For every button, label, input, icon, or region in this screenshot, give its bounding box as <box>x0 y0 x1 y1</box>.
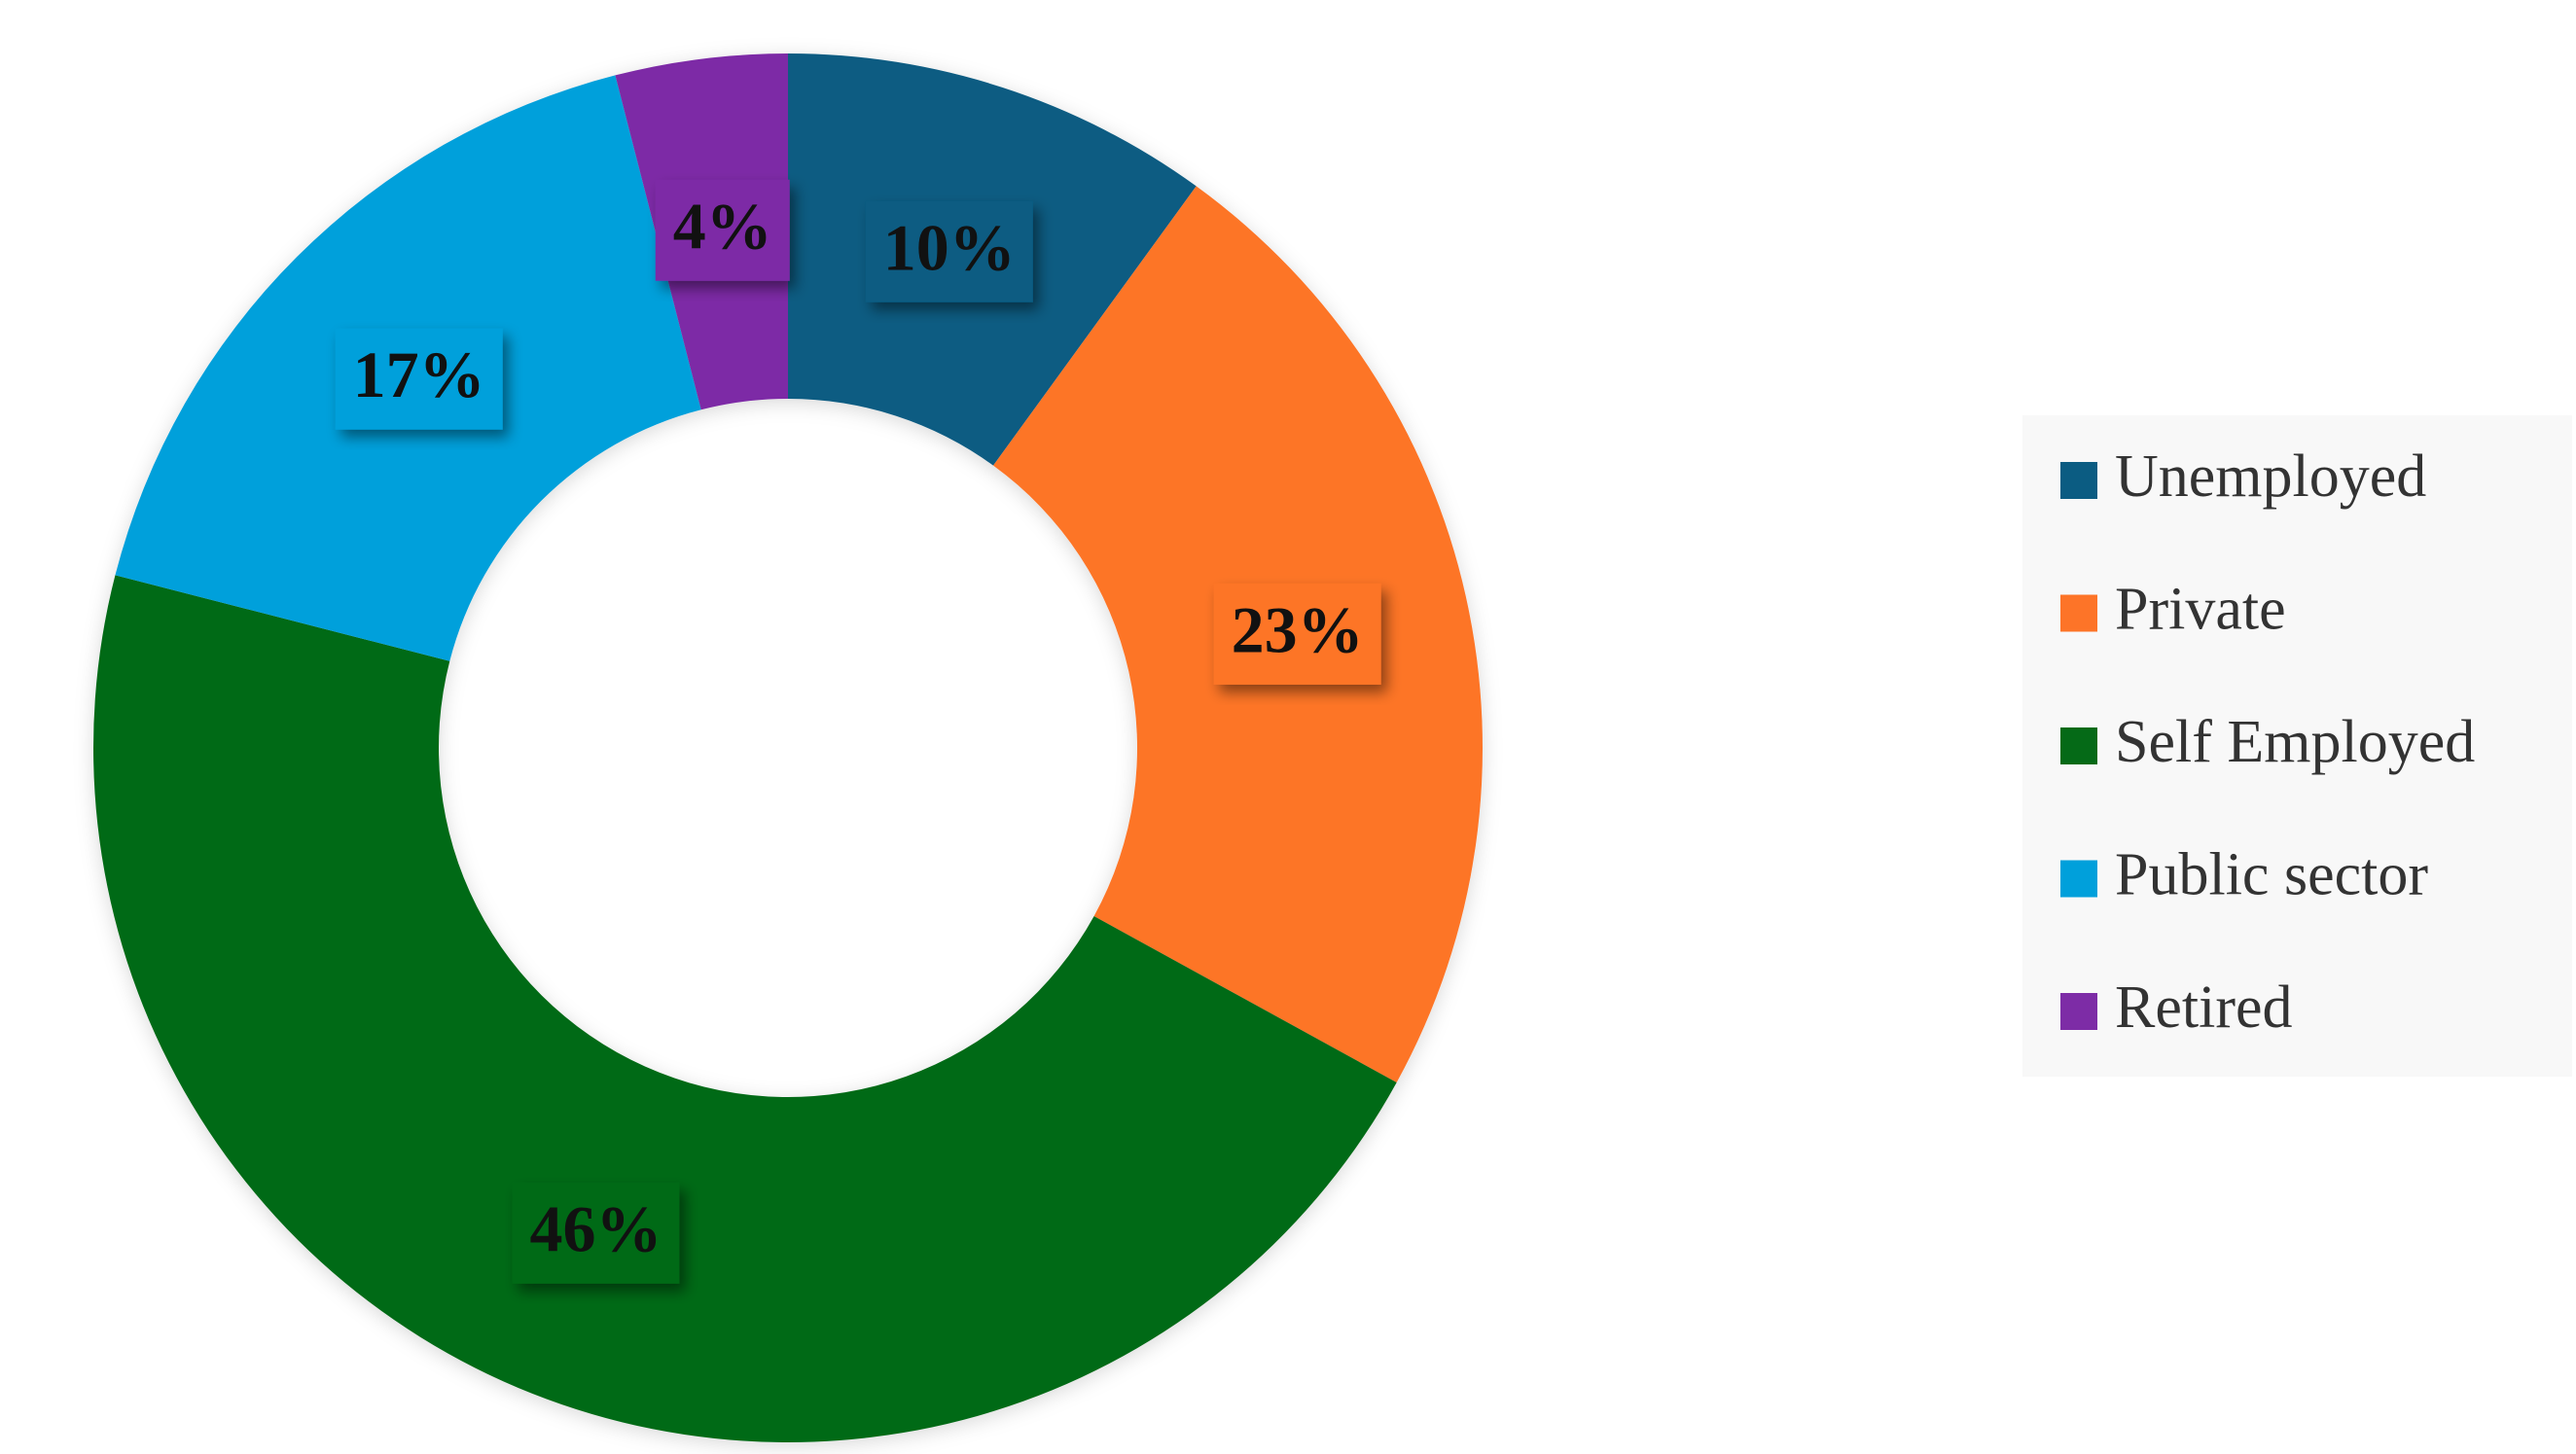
legend-label: Retired <box>2115 975 2293 1041</box>
data-label-text: 17% <box>353 337 485 411</box>
legend-label: Unemployed <box>2115 443 2426 510</box>
legend-swatch <box>2060 860 2097 898</box>
data-label-text: 23% <box>1232 593 1364 667</box>
data-label-text: 46% <box>530 1191 662 1265</box>
donut-segment <box>92 575 1397 1443</box>
legend-label: Private <box>2115 577 2286 643</box>
data-label-box <box>655 179 790 281</box>
data-label: 46% <box>512 1182 680 1284</box>
data-label: 10% <box>865 200 1033 302</box>
legend-box <box>2022 415 2572 1077</box>
legend-label: Public sector <box>2115 842 2428 908</box>
data-label-box <box>335 328 503 430</box>
data-label: 23% <box>1213 583 1381 685</box>
legend-label: Self Employed <box>2115 709 2475 775</box>
legend-swatch <box>2060 727 2097 764</box>
data-label: 17% <box>335 328 503 430</box>
data-label: 4% <box>655 179 790 281</box>
legend-swatch <box>2060 993 2097 1030</box>
data-label-box <box>512 1182 680 1284</box>
data-label-box <box>1213 583 1381 685</box>
data-label-text: 10% <box>883 210 1016 284</box>
legend-swatch <box>2060 594 2097 632</box>
data-label-text: 4% <box>673 189 772 263</box>
data-label-box <box>865 200 1033 302</box>
legend-swatch <box>2060 462 2097 499</box>
